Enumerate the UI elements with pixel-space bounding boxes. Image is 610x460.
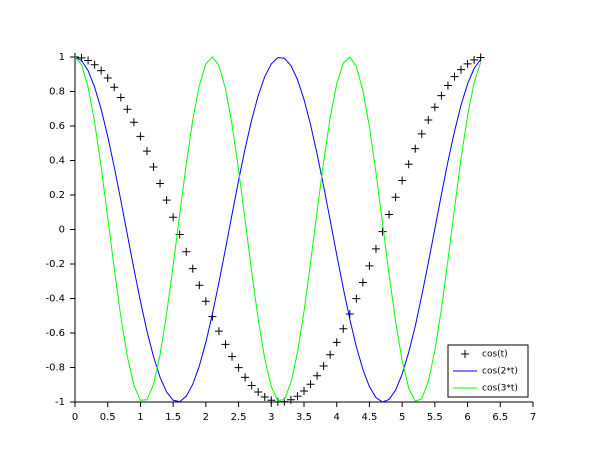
y-tick-label: 1: [59, 52, 65, 63]
marker: [326, 350, 335, 359]
x-tick-label: 6: [464, 412, 470, 423]
marker: [450, 72, 459, 81]
marker: [417, 129, 426, 138]
marker: [142, 147, 151, 156]
marker: [247, 381, 256, 390]
legend-label: cos(3*t): [482, 384, 518, 394]
marker: [463, 59, 472, 68]
legend-label: cos(2*t): [482, 367, 518, 377]
marker: [313, 371, 322, 380]
y-tick-label: -0.2: [45, 259, 65, 270]
marker: [214, 327, 223, 336]
marker: [228, 352, 237, 361]
marker: [97, 66, 106, 75]
x-tick-label: 1: [137, 412, 143, 423]
marker: [234, 363, 243, 372]
marker: [201, 297, 210, 306]
legend-label: cos(t): [482, 350, 508, 360]
marker: [365, 261, 374, 270]
marker: [424, 115, 433, 124]
marker: [404, 160, 413, 169]
marker: [286, 395, 295, 404]
y-tick-label: 0.4: [49, 156, 65, 167]
marker: [156, 179, 165, 188]
marker: [300, 386, 308, 395]
marker: [430, 103, 439, 112]
x-tick-label: 3: [268, 412, 274, 423]
marker: [123, 105, 132, 114]
x-tick-label: 3.5: [296, 412, 312, 423]
x-tick-label: 2.5: [231, 412, 247, 423]
marker: [241, 373, 250, 382]
x-tick-label: 5: [399, 412, 405, 423]
marker: [188, 264, 197, 273]
series-line: [74, 56, 482, 403]
marker: [267, 396, 276, 405]
marker: [371, 244, 380, 253]
marker: [339, 324, 348, 333]
marker: [306, 380, 315, 389]
x-tick-label: 0: [72, 412, 78, 423]
marker: [352, 294, 361, 303]
y-tick-label: 0.8: [49, 87, 65, 98]
marker: [385, 210, 394, 219]
marker: [319, 361, 328, 370]
marker: [116, 93, 125, 102]
marker: [221, 340, 230, 349]
marker: [345, 310, 354, 319]
marker: [461, 350, 469, 358]
x-tick-label: 0.5: [100, 412, 116, 423]
y-tick-label: 0: [59, 225, 65, 236]
marker: [162, 196, 171, 205]
marker: [103, 74, 112, 83]
y-tick-label: -0.6: [45, 328, 65, 339]
series-line: [74, 56, 482, 402]
x-tick-label: 5.5: [427, 412, 443, 423]
marker: [411, 144, 420, 153]
marker: [182, 247, 191, 256]
y-tick-label: -0.8: [45, 363, 65, 374]
y-tick-label: 0.6: [49, 121, 65, 132]
marker: [129, 118, 138, 127]
x-tick-label: 6.5: [492, 412, 508, 423]
marker: [470, 55, 479, 64]
marker: [136, 132, 145, 141]
y-tick-label: -1: [55, 397, 65, 408]
marker: [332, 338, 341, 347]
marker: [293, 392, 302, 401]
marker: [457, 65, 466, 74]
marker: [84, 56, 93, 65]
marker: [110, 83, 119, 92]
marker: [391, 193, 400, 202]
x-tick-label: 4.5: [361, 412, 377, 423]
marker: [195, 281, 204, 290]
marker: [378, 227, 387, 236]
marker: [443, 81, 452, 90]
y-tick-label: -0.4: [45, 294, 65, 305]
marker: [169, 213, 178, 222]
marker: [398, 176, 407, 185]
x-tick-label: 4: [334, 412, 340, 423]
x-tick-label: 2: [203, 412, 209, 423]
marker: [254, 387, 263, 396]
marker: [149, 163, 158, 172]
y-tick-label: 0.2: [49, 190, 65, 201]
marker: [437, 91, 446, 100]
x-tick-label: 1.5: [165, 412, 181, 423]
x-tick-label: 7: [530, 412, 536, 423]
marker: [260, 392, 269, 401]
marker: [358, 278, 367, 287]
marker: [90, 60, 99, 69]
